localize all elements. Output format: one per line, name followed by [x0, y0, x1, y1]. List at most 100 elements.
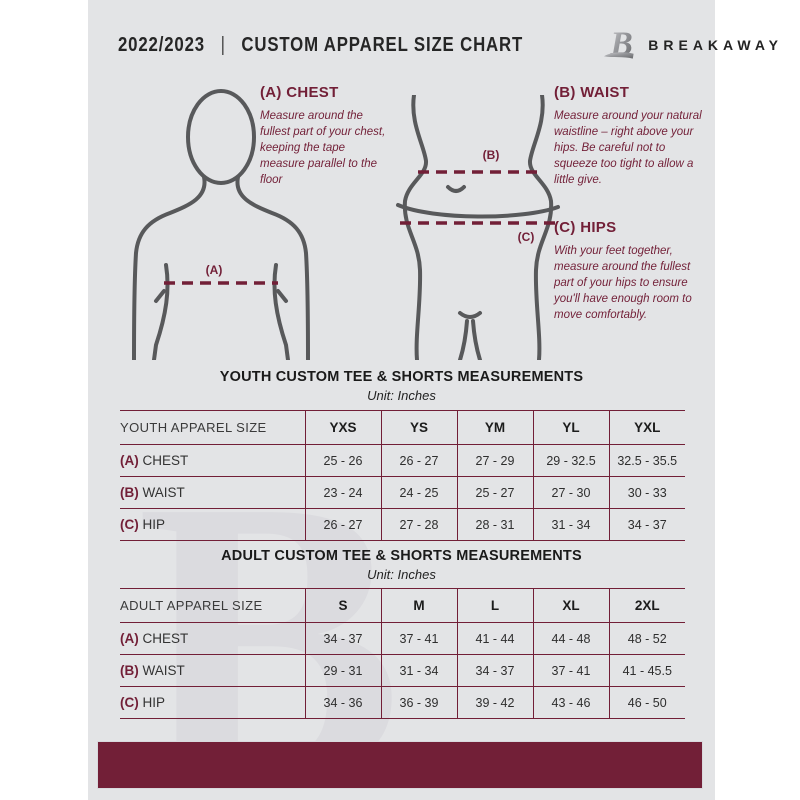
brand-name: BREAKAWAY: [648, 37, 783, 53]
adult-size-header: ADULT APPAREL SIZE: [120, 588, 305, 623]
youth-hip-label: (C) HIP: [120, 508, 305, 541]
table-cell: 28 - 31: [456, 508, 533, 541]
hips-instruction: (C) HIPS With your feet together, measur…: [554, 219, 704, 323]
adult-waist-label: (B) WAIST: [120, 654, 305, 687]
table-cell: 39 - 42: [456, 686, 533, 719]
table-cell: 25 - 26: [304, 444, 381, 477]
figure-left-inner-arm: [152, 263, 170, 360]
table-cell: 27 - 29: [456, 444, 533, 477]
table-cell: 48 - 52: [608, 622, 685, 655]
table-cell: 24 - 25: [380, 476, 457, 509]
row-tag: (B): [120, 663, 139, 678]
adult-chest-label: (A) CHEST: [120, 622, 305, 655]
figure-navel: [446, 185, 466, 193]
waist-measure-label: (B): [483, 148, 500, 162]
adult-size-m: M: [380, 588, 457, 623]
adult-section-unit: Unit: Inches: [367, 567, 436, 582]
table-cell: 34 - 37: [304, 622, 381, 655]
figure-right-side: [528, 95, 554, 360]
table-cell: 44 - 48: [532, 622, 609, 655]
waist-instruction-heading: (B) WAIST: [554, 84, 630, 101]
adult-hip-label: (C) HIP: [120, 686, 305, 719]
upper-body-figure: (A): [132, 89, 310, 360]
hips-measure-label: (C): [518, 230, 535, 244]
figure-left-inner-leg: [458, 319, 469, 360]
row-label: HIP: [142, 517, 166, 532]
table-cell: 37 - 41: [380, 622, 457, 655]
footer-accent-bar: [97, 741, 703, 789]
adult-header-row: ADULT APPAREL SIZE S M L XL 2XL: [120, 588, 685, 623]
table-cell: 30 - 33: [608, 476, 685, 509]
table-cell: 31 - 34: [380, 654, 457, 687]
table-cell: 32.5 - 35.5: [608, 444, 685, 477]
document-page: B 2022/2023 | CUSTOM APPAREL SIZE CHART: [88, 0, 778, 800]
hips-instruction-body: With your feet together, measure around …: [554, 245, 692, 322]
table-cell: 46 - 50: [608, 686, 685, 719]
waist-instruction-body: Measure around your natural waistline – …: [554, 110, 702, 187]
row-label: WAIST: [142, 485, 185, 500]
adult-size-2xl: 2XL: [608, 588, 685, 623]
adult-size-xl: XL: [532, 588, 609, 623]
table-cell: 36 - 39: [380, 686, 457, 719]
chest-instruction-heading: (A) CHEST: [260, 84, 339, 101]
lower-body-figure: (B) (C): [396, 95, 560, 360]
youth-section-unit: Unit: Inches: [367, 388, 436, 403]
figure-right-inner-arm: [272, 263, 290, 360]
figure-right-armpit-tick: [276, 289, 288, 303]
youth-size-header: YOUTH APPAREL SIZE: [120, 410, 305, 445]
waist-instruction: (B) WAIST Measure around your natural wa…: [554, 84, 702, 188]
youth-size-table: YOUTH APPAREL SIZE YXS YS YM YL YXL (A) …: [120, 410, 685, 541]
youth-size-yxl: YXL: [608, 410, 685, 445]
breakaway-logo-icon: B: [604, 26, 634, 63]
hips-instruction-heading: (C) HIPS: [554, 219, 617, 236]
row-tag: (B): [120, 485, 139, 500]
row-tag: (A): [120, 631, 139, 646]
adult-waist-row: (B) WAIST 29 - 31 31 - 34 34 - 37 37 - 4…: [120, 654, 685, 687]
table-cell: 43 - 46: [532, 686, 609, 719]
table-cell: 34 - 37: [456, 654, 533, 687]
table-cell: 41 - 45.5: [608, 654, 685, 687]
adult-hip-row: (C) HIP 34 - 36 36 - 39 39 - 42 43 - 46 …: [120, 686, 685, 719]
document-header: 2022/2023 | CUSTOM APPAREL SIZE CHART B: [118, 24, 778, 66]
adult-section-title: ADULT CUSTOM TEE & SHORTS MEASUREMENTS: [221, 548, 582, 564]
row-tag: (C): [120, 517, 139, 532]
table-cell: 37 - 41: [532, 654, 609, 687]
adult-size-l: L: [456, 588, 533, 623]
figure-right-shoulder: [235, 175, 310, 360]
figure-head: [186, 89, 256, 185]
adult-chest-row: (A) CHEST 34 - 37 37 - 41 41 - 44 44 - 4…: [120, 622, 685, 655]
youth-size-ys: YS: [380, 410, 457, 445]
youth-chest-row: (A) CHEST 25 - 26 26 - 27 27 - 29 29 - 3…: [120, 444, 685, 477]
adult-size-table: ADULT APPAREL SIZE S M L XL 2XL (A) CHES…: [120, 588, 685, 719]
chest-measure-label: (A): [206, 263, 223, 277]
figure-crotch-curve: [458, 311, 482, 319]
table-cell: 41 - 44: [456, 622, 533, 655]
youth-header-row: YOUTH APPAREL SIZE YXS YS YM YL YXL: [120, 410, 685, 445]
youth-waist-label: (B) WAIST: [120, 476, 305, 509]
table-cell: 34 - 36: [304, 686, 381, 719]
youth-section-title: YOUTH CUSTOM TEE & SHORTS MEASUREMENTS: [219, 369, 584, 385]
figure-right-inner-leg: [471, 319, 482, 360]
season-label: 2022/2023: [118, 33, 205, 56]
table-cell: 34 - 37: [608, 508, 685, 541]
chest-instruction: (A) CHEST Measure around the fullest par…: [260, 84, 388, 188]
adult-size-s: S: [304, 588, 381, 623]
logo-swoosh: [604, 52, 634, 59]
youth-hip-row: (C) HIP 26 - 27 27 - 28 28 - 31 31 - 34 …: [120, 508, 685, 541]
figure-left-side: [402, 95, 428, 360]
row-label: CHEST: [142, 631, 189, 646]
header-title-group: 2022/2023 | CUSTOM APPAREL SIZE CHART: [118, 34, 523, 57]
table-cell: 29 - 31: [304, 654, 381, 687]
table-cell: 31 - 34: [532, 508, 609, 541]
youth-chest-label: (A) CHEST: [120, 444, 305, 477]
row-label: CHEST: [142, 453, 189, 468]
header-divider: |: [220, 33, 226, 56]
youth-size-ym: YM: [456, 410, 533, 445]
chest-instruction-body: Measure around the fullest part of your …: [260, 110, 386, 187]
row-label: HIP: [142, 695, 166, 710]
table-cell: 29 - 32.5: [532, 444, 609, 477]
youth-size-yl: YL: [532, 410, 609, 445]
figure-hip-curve: [396, 203, 560, 219]
youth-size-yxs: YXS: [304, 410, 381, 445]
